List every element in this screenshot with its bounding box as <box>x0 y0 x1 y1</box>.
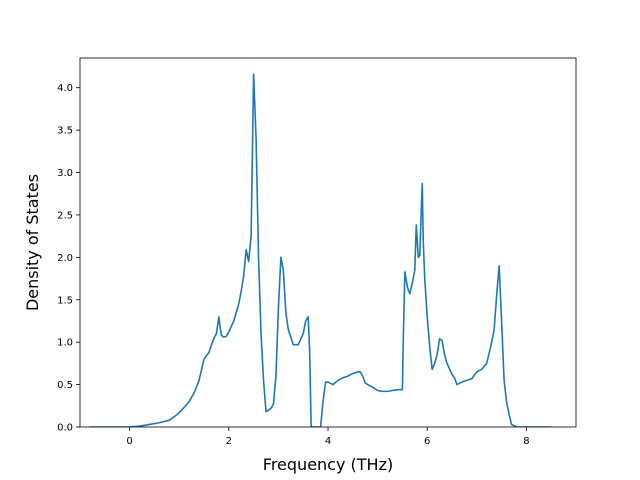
y-tick-label: 1.5 <box>57 295 73 306</box>
y-tick-label: 3.5 <box>57 126 73 137</box>
x-tick-label: 2 <box>226 436 232 447</box>
x-tick-label: 0 <box>126 436 132 447</box>
y-tick-label: 1.0 <box>57 338 73 349</box>
plot-frame <box>79 57 577 428</box>
x-axis-ticks: 0 2 4 6 8 <box>126 427 530 447</box>
x-tick-label: 8 <box>523 436 529 447</box>
y-tick-label: 0.0 <box>57 423 73 434</box>
x-tick-label: 4 <box>325 436 331 447</box>
y-tick-label: 2.0 <box>57 253 73 264</box>
dos-series-line <box>89 73 552 427</box>
y-axis-ticks: 0.0 0.5 1.0 1.5 2.0 2.5 3.0 3.5 4.0 <box>57 83 80 434</box>
y-tick-label: 4.0 <box>57 83 73 94</box>
x-tick-label: 6 <box>424 436 430 447</box>
y-tick-label: 3.0 <box>57 168 73 179</box>
y-axis-label: Density of States <box>23 174 42 311</box>
y-tick-label: 2.5 <box>57 210 73 221</box>
x-axis-label: Frequency (THz) <box>263 455 393 474</box>
y-tick-label: 0.5 <box>57 380 73 391</box>
